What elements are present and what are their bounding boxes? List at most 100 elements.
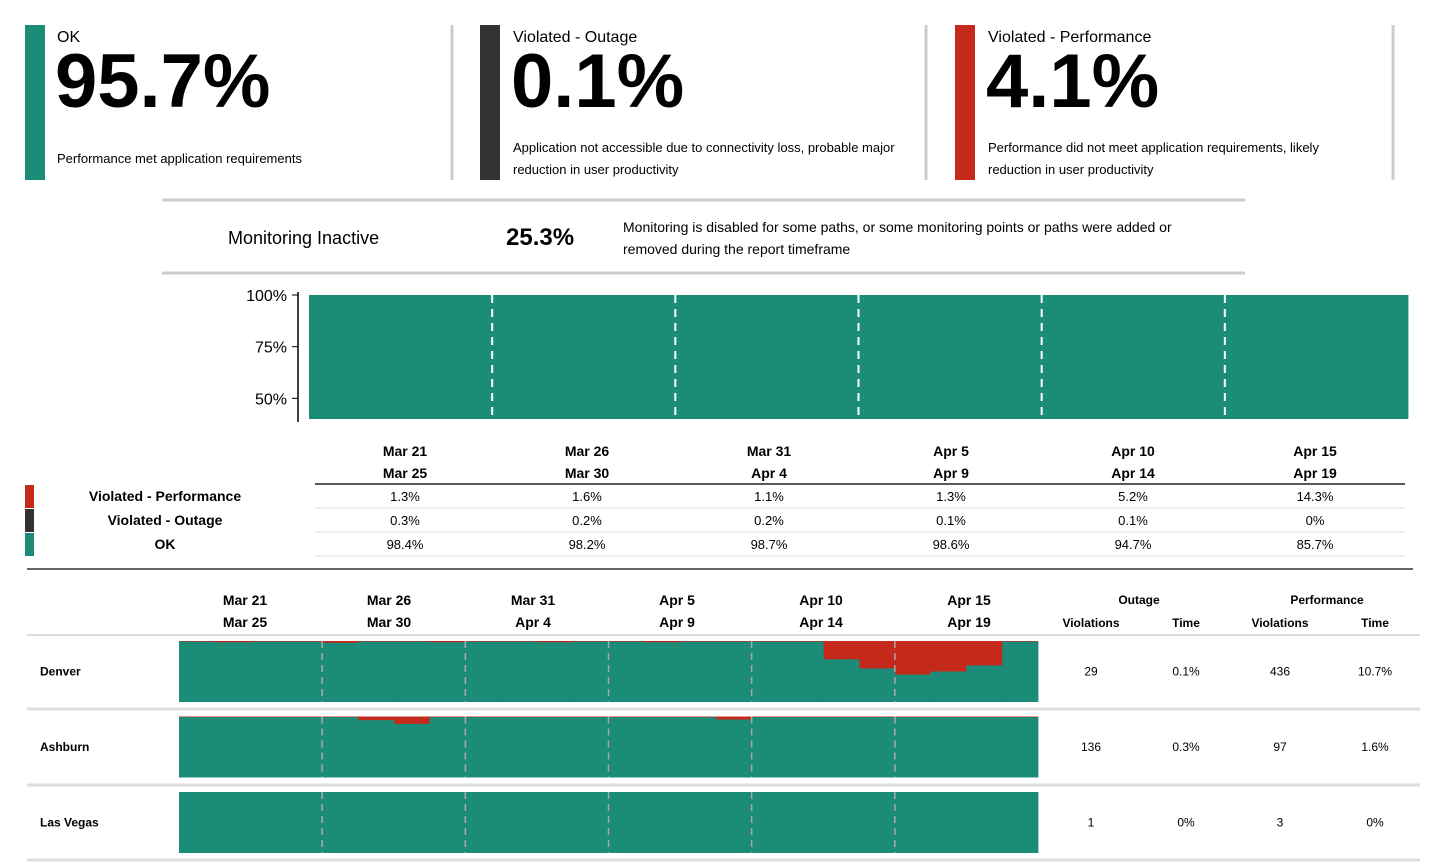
bar [787,792,824,853]
bar [608,641,645,702]
bar-segment [515,295,539,419]
period-header: Mar 30 [367,614,412,630]
bar-segment [835,295,859,419]
bar [680,641,717,702]
bar [966,665,1003,702]
bar [465,641,502,702]
bar [536,642,574,702]
cell: 10.7% [1358,665,1392,679]
bar-segment [972,295,997,419]
bar [787,641,824,702]
bar [787,717,824,778]
period-header: Mar 31 [511,592,556,608]
bar-segment [1247,295,1272,419]
bar-segment [309,295,333,419]
card-color-bar [25,25,45,180]
bar-segment [1339,295,1363,419]
bar-segment [927,295,951,419]
card-label: Violated - Outage [513,29,637,46]
bar [357,720,395,778]
bar [930,671,967,702]
bar-segment [1224,295,1249,419]
bar [465,792,502,853]
bar [501,792,538,853]
period-header: Apr 15 [947,592,991,608]
cell: 0% [1177,816,1195,830]
bar [715,792,753,853]
bar [608,792,645,853]
column-header: Violations [1251,616,1308,630]
cell: 94.7% [1115,537,1152,552]
bar [429,642,466,702]
period-header: Mar 25 [223,614,268,630]
period-header: Apr 10 [799,592,843,608]
cell: 1.6% [1361,740,1389,754]
period-header: Apr 5 [659,592,695,608]
bar-segment [446,295,470,419]
bar [214,792,251,853]
card-color-bar [955,25,975,180]
bar [608,717,645,778]
bar-segment [469,295,493,419]
cell: 1.3% [390,489,420,504]
cell: 136 [1081,740,1101,754]
row-swatch [25,509,34,532]
bar [751,717,788,778]
period-header: Apr 14 [1111,465,1155,481]
bar-segment [629,295,653,419]
period-header: Apr 15 [1293,443,1337,459]
bar [966,717,1003,778]
group-header: Outage [1118,593,1160,607]
bar [644,717,681,778]
bar-segment [400,295,424,419]
cell: 1.3% [936,489,966,504]
bar [429,792,466,853]
bar [715,719,753,778]
bar [465,717,502,778]
bar [322,717,359,778]
bar [894,674,932,702]
bar [680,792,717,853]
bar [429,717,466,778]
bar [823,717,860,778]
cell: 98.7% [751,537,788,552]
y-tick-label: 75% [255,340,287,357]
cell: 0.1% [936,513,966,528]
bar [966,792,1003,853]
row-label: Violated - Performance [89,488,241,504]
bar [393,641,430,702]
period-header: Apr 10 [1111,443,1155,459]
bar [250,641,287,702]
period-header: Apr 4 [751,465,787,481]
bar [644,792,681,853]
y-tick-label: 100% [246,288,287,305]
column-header: Time [1361,616,1389,630]
bar [859,668,896,702]
bar-segment [377,295,401,419]
cell: 0.3% [390,513,420,528]
card-label: OK [57,29,80,46]
bar-segment [995,295,1020,419]
period-header: Apr 19 [947,614,991,630]
cell: 0.3% [1172,740,1200,754]
bar-segment [1133,295,1157,419]
bar-segment [1179,295,1203,419]
cell: 0.1% [1172,665,1200,679]
bar-segment [1087,295,1111,419]
bar [357,641,395,702]
bar [179,717,216,778]
bar [930,792,967,853]
y-tick-label: 50% [255,391,287,408]
period-header: Mar 30 [565,465,610,481]
card-description: reduction in user productivity [988,162,1154,177]
bar [179,792,216,853]
card-description: Performance did not meet application req… [988,140,1319,155]
bar [536,717,574,778]
card-value: 0.1% [511,39,684,124]
period-header: Mar 21 [223,592,268,608]
cell: 98.4% [387,537,424,552]
cell: 5.2% [1118,489,1148,504]
bar [572,792,609,853]
location-name: Las Vegas [40,816,99,830]
bar-segment [812,295,837,419]
